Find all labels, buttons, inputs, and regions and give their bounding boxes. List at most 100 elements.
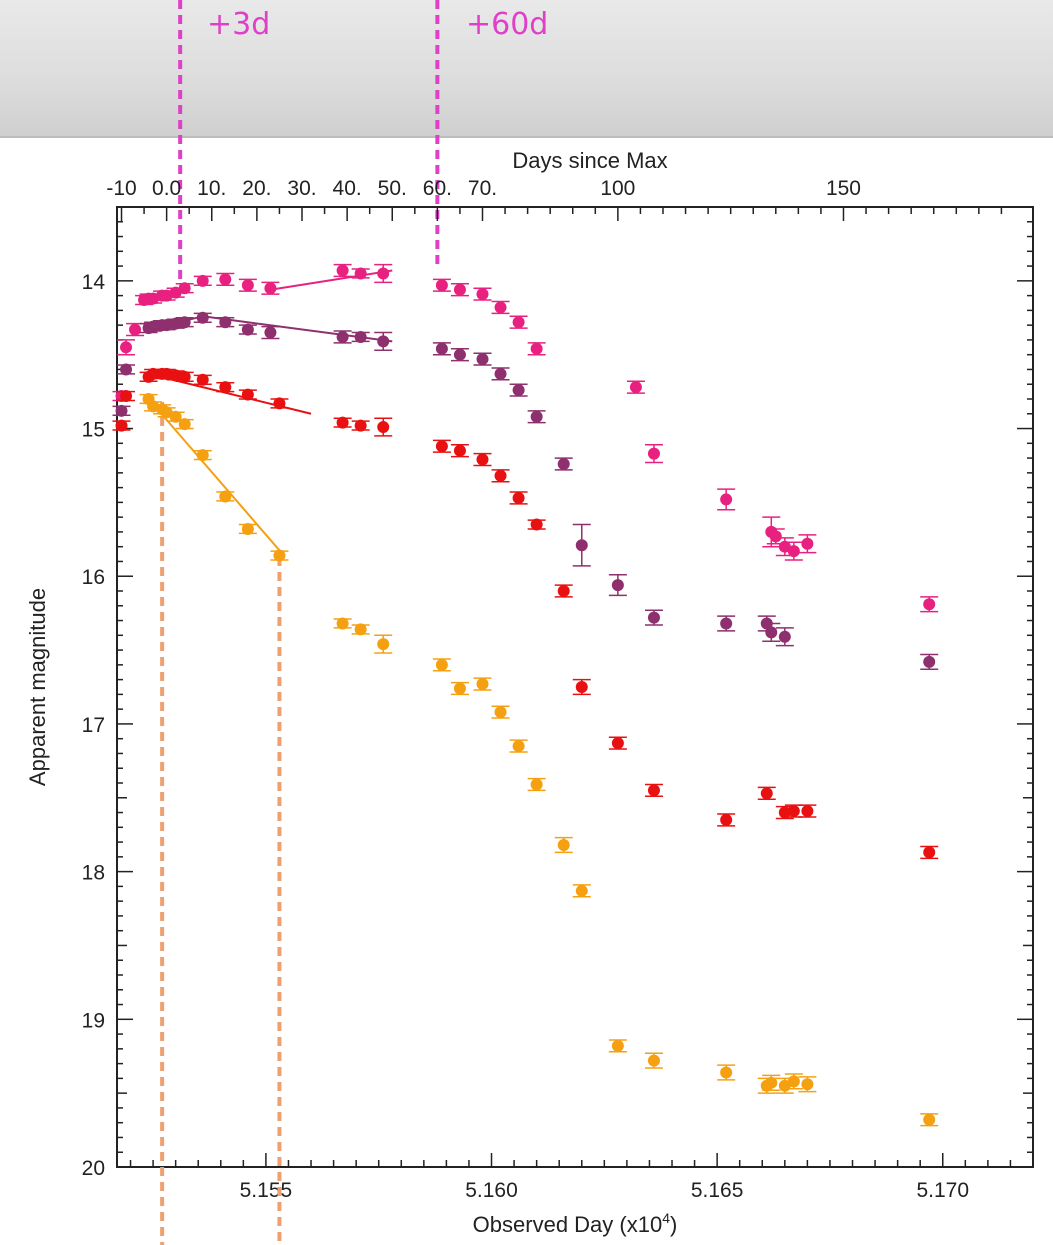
y-tick-label: 15 <box>82 419 105 442</box>
data-point <box>160 406 173 419</box>
data-point <box>264 282 277 295</box>
series-0 <box>112 263 939 613</box>
x-axis-title: Observed Day (x104) <box>473 1210 678 1237</box>
top-tick-label: 0.0 <box>152 177 181 200</box>
y-tick-label: 18 <box>82 862 105 885</box>
data-point <box>435 440 448 453</box>
x-tick-label: 5.170 <box>916 1179 969 1202</box>
plot-frame <box>116 206 1034 1168</box>
data-point <box>778 630 791 643</box>
data-point <box>611 1039 624 1052</box>
data-point <box>787 805 800 818</box>
data-point <box>435 342 448 355</box>
data-point <box>219 316 232 329</box>
data-point <box>354 267 367 280</box>
data-point <box>530 410 543 423</box>
data-point <box>476 288 489 301</box>
data-point <box>273 397 286 410</box>
data-point <box>801 537 814 550</box>
data-point <box>476 353 489 366</box>
data-point <box>512 491 525 504</box>
data-point <box>377 638 390 651</box>
data-point <box>354 419 367 432</box>
data-point <box>115 404 128 417</box>
slide-banner <box>0 0 1053 138</box>
data-point <box>196 449 209 462</box>
data-point <box>476 678 489 691</box>
data-point <box>923 655 936 668</box>
data-point <box>196 274 209 287</box>
data-point <box>720 617 733 630</box>
data-point <box>557 839 570 852</box>
data-point <box>129 323 142 336</box>
top-tick-label: 50. <box>378 177 407 200</box>
top-axis-title: Days since Max <box>512 148 667 173</box>
data-point <box>453 444 466 457</box>
y-tick-label: 19 <box>82 1009 105 1032</box>
top-tick-label: 100 <box>600 177 635 200</box>
annotation-plus-60d: +60d <box>466 7 549 42</box>
data-point <box>611 737 624 750</box>
data-point <box>241 388 254 401</box>
data-point <box>787 1075 800 1088</box>
data-point <box>787 545 800 558</box>
data-point <box>453 283 466 296</box>
data-point <box>512 316 525 329</box>
data-point <box>923 1113 936 1126</box>
top-tick-label: 40. <box>333 177 362 200</box>
data-point <box>530 342 543 355</box>
data-point <box>801 1078 814 1091</box>
data-point <box>435 279 448 292</box>
x-axis-title-exponent: 4 <box>662 1210 670 1226</box>
y-tick-label: 17 <box>82 714 105 737</box>
x-tick-label: 5.155 <box>240 1179 293 1202</box>
data-point <box>494 301 507 314</box>
data-point <box>435 658 448 671</box>
data-point <box>377 267 390 280</box>
data-point <box>178 418 191 431</box>
data-point <box>178 316 191 329</box>
data-point <box>336 617 349 630</box>
fit-line <box>147 398 285 557</box>
data-point <box>512 384 525 397</box>
data-point <box>760 787 773 800</box>
data-point <box>575 539 588 552</box>
data-point <box>196 311 209 324</box>
top-tick-label: -10 <box>106 177 136 200</box>
series-2 <box>112 367 939 860</box>
y-tick-label: 14 <box>82 271 106 294</box>
data-point <box>530 778 543 791</box>
data-point <box>169 286 182 299</box>
data-point <box>769 530 782 543</box>
top-tick-label: 70. <box>468 177 497 200</box>
data-point <box>512 740 525 753</box>
data-point <box>120 341 133 354</box>
data-point <box>219 273 232 286</box>
data-point <box>720 813 733 826</box>
banner-divider <box>0 136 1053 138</box>
x-tick-label: 5.160 <box>465 1179 518 1202</box>
data-point <box>629 381 642 394</box>
data-point <box>453 348 466 361</box>
annotation-plus-3d: +3d <box>207 7 271 42</box>
data-point <box>219 490 232 503</box>
data-point <box>241 323 254 336</box>
y-tick-label: 20 <box>82 1157 105 1180</box>
top-tick-label: 60. <box>423 177 452 200</box>
data-point <box>336 416 349 429</box>
data-point <box>336 264 349 277</box>
data-point <box>530 518 543 531</box>
top-tick-label: 30. <box>287 177 316 200</box>
series-3 <box>139 393 939 1127</box>
y-tick-label: 16 <box>82 566 105 589</box>
data-point <box>178 370 191 383</box>
data-point <box>241 522 254 535</box>
data-point <box>178 282 191 295</box>
data-point <box>115 419 128 432</box>
data-point <box>377 335 390 348</box>
data-point <box>453 682 466 695</box>
data-point <box>611 579 624 592</box>
data-point <box>575 884 588 897</box>
data-point <box>801 805 814 818</box>
data-point <box>494 706 507 719</box>
